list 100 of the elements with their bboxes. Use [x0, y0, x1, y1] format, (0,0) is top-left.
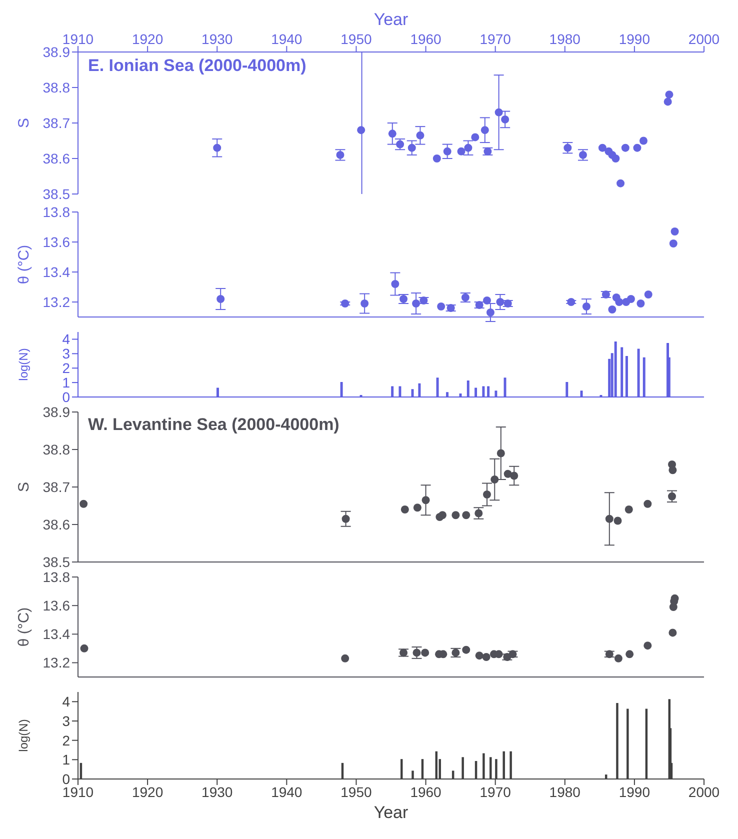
point	[670, 228, 679, 236]
x-tick-label: 1980	[549, 784, 581, 800]
point	[413, 504, 422, 512]
point	[416, 131, 424, 140]
y-tick-label: 13.6	[42, 234, 70, 250]
point	[422, 496, 430, 504]
point	[443, 147, 452, 156]
point	[490, 476, 499, 484]
point	[213, 144, 222, 152]
point	[644, 290, 652, 298]
point	[80, 500, 88, 508]
point	[614, 516, 622, 525]
point	[216, 295, 225, 303]
point	[615, 298, 624, 306]
y-tick-label: 4	[62, 694, 70, 710]
y-tick-label: 38.7	[42, 478, 70, 495]
point	[605, 514, 614, 523]
x-tick-label: 1950	[340, 784, 372, 800]
x-tick-label: 1960	[410, 784, 442, 800]
x-tick-label: 2000	[688, 31, 720, 47]
y-tick-label: 38.5	[42, 554, 70, 570]
point	[510, 472, 518, 480]
y-tick-label: 38.9	[42, 404, 70, 420]
x-tick-label: 1940	[271, 31, 302, 47]
point	[388, 130, 396, 138]
point	[621, 144, 630, 152]
point	[437, 302, 446, 310]
x-axis-title: Year	[374, 803, 409, 822]
point	[608, 306, 616, 314]
y-tick-label: 0	[62, 388, 70, 405]
point	[668, 466, 677, 474]
y-axis-title: S	[15, 482, 32, 492]
point	[475, 652, 484, 660]
y-tick-label: 13.8	[42, 568, 70, 585]
point	[636, 300, 645, 308]
point	[626, 295, 635, 303]
x-tick-label: 1990	[618, 31, 650, 47]
y-tick-label: 13.6	[42, 598, 70, 614]
point	[342, 514, 350, 523]
x-tick-label: 1970	[480, 31, 512, 47]
point	[400, 506, 409, 514]
point	[582, 302, 590, 310]
x-tick-label: 1930	[202, 31, 233, 47]
y-tick-label: 13.2	[42, 294, 70, 310]
point	[624, 506, 633, 514]
y-axis-title: θ (°C)	[15, 244, 32, 284]
y-tick-label: 38.6	[42, 150, 70, 166]
point	[408, 144, 416, 152]
point	[486, 308, 494, 316]
y-tick-label: 13.2	[42, 654, 70, 671]
point	[482, 653, 490, 661]
point	[616, 179, 625, 188]
point	[633, 144, 642, 152]
y-tick-label: 1	[62, 374, 70, 391]
point	[471, 133, 480, 142]
chart-title: W. Levantine Sea (2000-4000m)	[88, 415, 340, 435]
y-tick-label: 38.5	[42, 186, 70, 202]
x-tick-label: 1930	[202, 784, 233, 800]
point	[626, 650, 634, 658]
point	[496, 298, 504, 306]
y-axis-title: S	[15, 118, 32, 128]
x-tick-label: 1990	[618, 784, 650, 800]
y-tick-label: 2	[62, 360, 70, 376]
point	[457, 147, 466, 156]
y-tick-label: 2	[62, 732, 70, 748]
y-tick-label: 1	[62, 752, 70, 768]
y-tick-label: 4	[62, 331, 70, 348]
point	[482, 490, 491, 498]
point	[421, 648, 430, 657]
point	[357, 126, 366, 134]
point	[438, 511, 446, 520]
point	[462, 511, 470, 520]
point	[669, 240, 678, 248]
point	[644, 500, 652, 508]
y-axis-title: log(N)	[16, 719, 30, 752]
point	[644, 642, 652, 650]
x-tick-label: 1940	[271, 784, 302, 800]
y-tick-label: 3	[62, 346, 70, 362]
y-tick-label: 3	[62, 712, 70, 729]
x-tick-label: 1950	[340, 31, 372, 47]
point	[496, 449, 505, 458]
point	[462, 646, 470, 654]
y-tick-label: 38.7	[42, 114, 70, 131]
y-tick-label: 38.8	[42, 79, 70, 96]
chart-title: E. Ionian Sea (2000-4000m)	[88, 56, 306, 76]
point	[612, 154, 620, 162]
point	[341, 300, 350, 308]
x-tick-label: 1920	[132, 31, 164, 47]
x-tick-label: 1970	[480, 784, 512, 800]
y-axis-title: log(N)	[16, 348, 30, 381]
point	[614, 654, 622, 662]
point	[360, 300, 369, 308]
point	[598, 144, 606, 152]
y-tick-label: 38.6	[42, 516, 70, 532]
point	[412, 300, 420, 308]
y-tick-label: 38.8	[42, 441, 70, 458]
point	[567, 298, 576, 306]
point	[432, 154, 441, 162]
point	[664, 98, 672, 106]
y-tick-label: 13.8	[42, 204, 70, 220]
